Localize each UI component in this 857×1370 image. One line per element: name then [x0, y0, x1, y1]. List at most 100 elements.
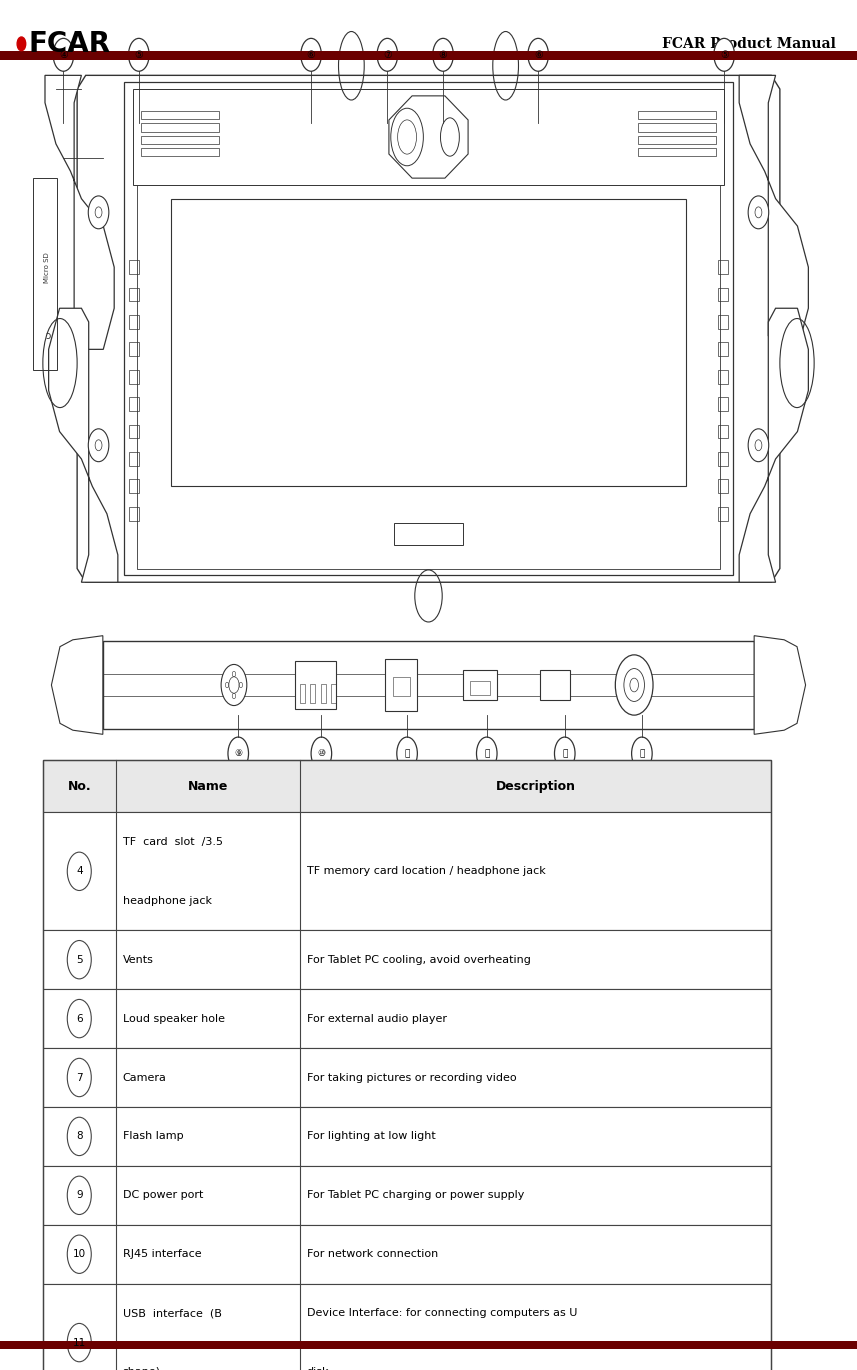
Text: 10: 10: [73, 1249, 86, 1259]
Text: For network connection: For network connection: [307, 1249, 438, 1259]
Text: ⑩: ⑩: [317, 749, 326, 758]
Circle shape: [748, 429, 769, 462]
Bar: [718, 370, 728, 384]
Bar: [393, 677, 410, 696]
Text: ④: ④: [59, 49, 68, 60]
Bar: [43, 930, 771, 989]
Text: headphone jack: headphone jack: [123, 896, 212, 906]
Text: ⑬: ⑬: [562, 749, 567, 758]
Bar: [331, 685, 336, 704]
Polygon shape: [754, 636, 806, 734]
Circle shape: [714, 38, 734, 71]
Bar: [0, 1341, 857, 1349]
Polygon shape: [51, 636, 103, 734]
Bar: [43, 1284, 771, 1370]
Text: ⑦: ⑦: [383, 49, 392, 60]
Circle shape: [17, 37, 26, 51]
Bar: [129, 397, 139, 411]
Circle shape: [88, 429, 109, 462]
Circle shape: [554, 737, 575, 770]
Text: ⑧: ⑧: [439, 49, 447, 60]
Text: ⑪: ⑪: [405, 749, 410, 758]
Bar: [141, 148, 219, 156]
Text: For Tablet PC cooling, avoid overheating: For Tablet PC cooling, avoid overheating: [307, 955, 530, 964]
Polygon shape: [77, 75, 780, 582]
Bar: [638, 136, 716, 144]
Bar: [638, 148, 716, 156]
Polygon shape: [45, 75, 114, 349]
Bar: [43, 760, 771, 1370]
Bar: [470, 681, 490, 695]
Text: Camera: Camera: [123, 1073, 166, 1082]
Bar: [300, 685, 305, 704]
Bar: [129, 370, 139, 384]
Bar: [718, 479, 728, 493]
Bar: [129, 288, 139, 301]
Text: 7: 7: [76, 1073, 82, 1082]
Bar: [638, 111, 716, 119]
Polygon shape: [739, 308, 808, 582]
Text: ⑥: ⑥: [307, 49, 315, 60]
Text: 9: 9: [76, 1191, 82, 1200]
Bar: [385, 659, 417, 711]
Circle shape: [615, 655, 653, 715]
Circle shape: [748, 196, 769, 229]
Text: For taking pictures or recording video: For taking pictures or recording video: [307, 1073, 517, 1082]
Text: Vents: Vents: [123, 955, 153, 964]
Circle shape: [88, 196, 109, 229]
Polygon shape: [739, 75, 808, 349]
Bar: [103, 641, 754, 729]
Bar: [638, 123, 716, 132]
Circle shape: [476, 737, 497, 770]
Bar: [103, 674, 754, 696]
Text: Micro SD: Micro SD: [44, 252, 51, 282]
Text: shape): shape): [123, 1367, 160, 1370]
Bar: [541, 670, 571, 700]
Bar: [463, 670, 497, 700]
Text: disk: disk: [307, 1367, 329, 1370]
Bar: [43, 1107, 771, 1166]
Bar: [129, 315, 139, 329]
Text: For Tablet PC charging or power supply: For Tablet PC charging or power supply: [307, 1191, 524, 1200]
Circle shape: [53, 38, 74, 71]
Bar: [171, 199, 686, 486]
Text: Loud speaker hole: Loud speaker hole: [123, 1014, 225, 1023]
Text: Flash lamp: Flash lamp: [123, 1132, 183, 1141]
Text: 5: 5: [76, 955, 82, 964]
Text: ⑭: ⑭: [639, 749, 644, 758]
Bar: [394, 523, 463, 545]
Text: TF memory card location / headphone jack: TF memory card location / headphone jack: [307, 866, 546, 877]
Bar: [43, 1048, 771, 1107]
Bar: [43, 989, 771, 1048]
Text: ɔ: ɔ: [45, 330, 51, 341]
Bar: [321, 685, 326, 704]
Bar: [124, 82, 733, 575]
Text: For lighting at low light: For lighting at low light: [307, 1132, 435, 1141]
Text: 11: 11: [73, 1337, 86, 1348]
Bar: [718, 342, 728, 356]
Bar: [310, 685, 315, 704]
Bar: [43, 760, 771, 812]
Text: RJ45 interface: RJ45 interface: [123, 1249, 201, 1259]
Text: DC power port: DC power port: [123, 1191, 203, 1200]
Bar: [0, 51, 857, 60]
Text: USB  interface  (B: USB interface (B: [123, 1308, 221, 1318]
Circle shape: [221, 664, 247, 706]
Text: Description: Description: [495, 780, 576, 793]
Polygon shape: [389, 96, 468, 178]
Bar: [295, 662, 336, 710]
Bar: [141, 136, 219, 144]
Text: 8: 8: [76, 1132, 82, 1141]
Text: ⑫: ⑫: [484, 749, 489, 758]
Text: ⑥: ⑥: [534, 49, 542, 60]
Bar: [43, 1166, 771, 1225]
Bar: [129, 342, 139, 356]
Circle shape: [377, 38, 398, 71]
Text: For external audio player: For external audio player: [307, 1014, 446, 1023]
Text: 9: 9: [424, 1354, 433, 1367]
Bar: [718, 397, 728, 411]
Text: 6: 6: [76, 1014, 82, 1023]
Bar: [718, 452, 728, 466]
Text: FCAR Product Manual: FCAR Product Manual: [662, 37, 836, 51]
Bar: [133, 89, 724, 185]
